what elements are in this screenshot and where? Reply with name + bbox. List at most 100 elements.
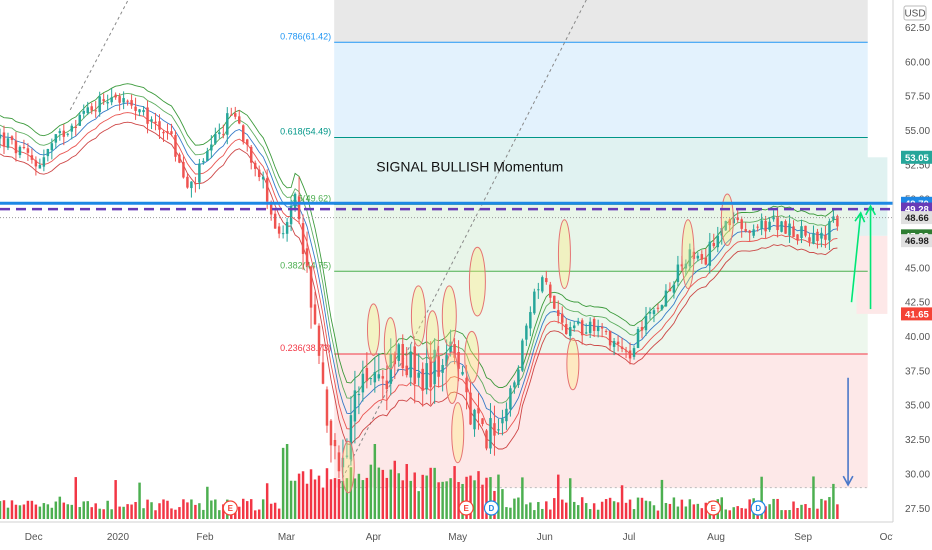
volume-bar — [533, 510, 536, 519]
volume-bar — [457, 482, 460, 519]
candle-body — [561, 313, 564, 323]
volume-bar — [445, 481, 448, 519]
volume-bar — [54, 501, 58, 519]
volume-bar — [417, 491, 420, 519]
volume-bar — [724, 509, 727, 519]
volume-bar — [541, 508, 544, 519]
volume-bar — [158, 503, 161, 519]
volume-bar — [114, 480, 117, 519]
x-tick-label: Mar — [278, 532, 296, 543]
candle-body — [784, 221, 787, 234]
volume-bar — [517, 497, 520, 519]
candle-body — [529, 312, 532, 329]
volume-bar — [529, 502, 532, 519]
volume-bar — [501, 489, 504, 519]
candle-body — [206, 150, 209, 161]
volume-bar — [194, 504, 197, 519]
volume-bar — [50, 507, 54, 519]
fib-label: 0.786(61.42) — [280, 31, 331, 41]
volume-bar — [604, 499, 608, 519]
price-tag-label: 46.98 — [905, 236, 929, 247]
candle-body — [265, 178, 269, 202]
y-tick-label: 62.50 — [905, 23, 930, 34]
volume-bar — [309, 469, 313, 519]
candle-body — [106, 102, 109, 104]
volume-bar — [836, 504, 839, 519]
volume-bar — [748, 499, 751, 519]
fib-label: 0.5(49.62) — [290, 193, 331, 203]
x-tick-label: Aug — [707, 532, 725, 543]
candle-body — [94, 110, 97, 112]
volume-bar — [704, 502, 708, 519]
event-marker — [222, 500, 238, 516]
candle-body — [497, 429, 500, 431]
candle-body — [764, 220, 767, 232]
volume-bar — [321, 487, 325, 519]
volume-bar — [648, 501, 652, 519]
candle-body — [90, 106, 93, 111]
event-marker — [750, 500, 766, 516]
candle-body — [18, 146, 22, 156]
volume-bar — [58, 496, 62, 519]
currency-badge[interactable]: USD — [903, 5, 927, 21]
candle-body — [509, 388, 512, 410]
candle-body — [736, 217, 739, 220]
candle-body — [281, 233, 285, 235]
volume-bar — [513, 498, 516, 519]
volume-bar — [720, 497, 723, 519]
highlight-ellipse — [451, 402, 465, 464]
candle-body — [752, 229, 755, 236]
candle-body — [812, 233, 815, 244]
candle-body — [600, 326, 604, 329]
candle-body — [162, 131, 165, 134]
volume-bar — [317, 475, 321, 519]
volume-bar — [42, 503, 46, 519]
candle-body — [333, 439, 337, 447]
volume-bar — [413, 472, 416, 519]
candle-body — [297, 196, 301, 220]
candle-body — [409, 351, 412, 378]
y-tick-label: 55.00 — [905, 126, 930, 137]
volume-bar — [684, 506, 688, 519]
fib-zone — [334, 42, 868, 138]
candle-body — [712, 243, 716, 247]
volume-bar — [134, 501, 137, 519]
volume-bar — [588, 509, 592, 519]
volume-bar — [242, 498, 245, 519]
volume-bar — [106, 500, 109, 519]
target-zone — [856, 157, 888, 236]
candle-body — [628, 350, 632, 359]
candle-body — [190, 181, 193, 189]
candle-body — [130, 100, 133, 106]
candle-body — [832, 216, 835, 220]
candle-body — [445, 355, 448, 367]
candle-body — [202, 160, 205, 163]
volume-bar — [728, 510, 731, 519]
volume-bar — [740, 508, 743, 519]
x-tick-label: Jun — [537, 532, 553, 543]
y-tick-label: 45.00 — [905, 263, 930, 274]
volume-bar — [218, 510, 221, 519]
candle-body — [158, 121, 161, 130]
volume-bar — [178, 507, 181, 519]
y-axis[interactable]: 27.50 30.00 32.50 35.00 37.50 40.00 42.50 45.00… — [892, 0, 932, 550]
x-axis[interactable]: Dec 2020 Feb Mar Apr May Jun Jul Aug Sep Oct — [0, 521, 932, 543]
candle-body — [273, 213, 277, 229]
volume-bar — [142, 508, 145, 519]
volume-bar — [612, 501, 616, 519]
candle-body — [724, 221, 727, 231]
price-tag-label: 48.66 — [905, 213, 929, 224]
volume-bar — [118, 506, 121, 519]
volume-bar — [313, 479, 317, 519]
volume-bar — [676, 506, 680, 519]
candle-body — [305, 248, 309, 266]
candle-body — [808, 237, 811, 242]
volume-bar — [393, 460, 397, 519]
candle-body — [301, 223, 305, 254]
volume-bar — [409, 480, 412, 519]
candle-body — [313, 304, 317, 325]
volume-bar — [816, 508, 819, 519]
volume-bar — [166, 500, 169, 519]
